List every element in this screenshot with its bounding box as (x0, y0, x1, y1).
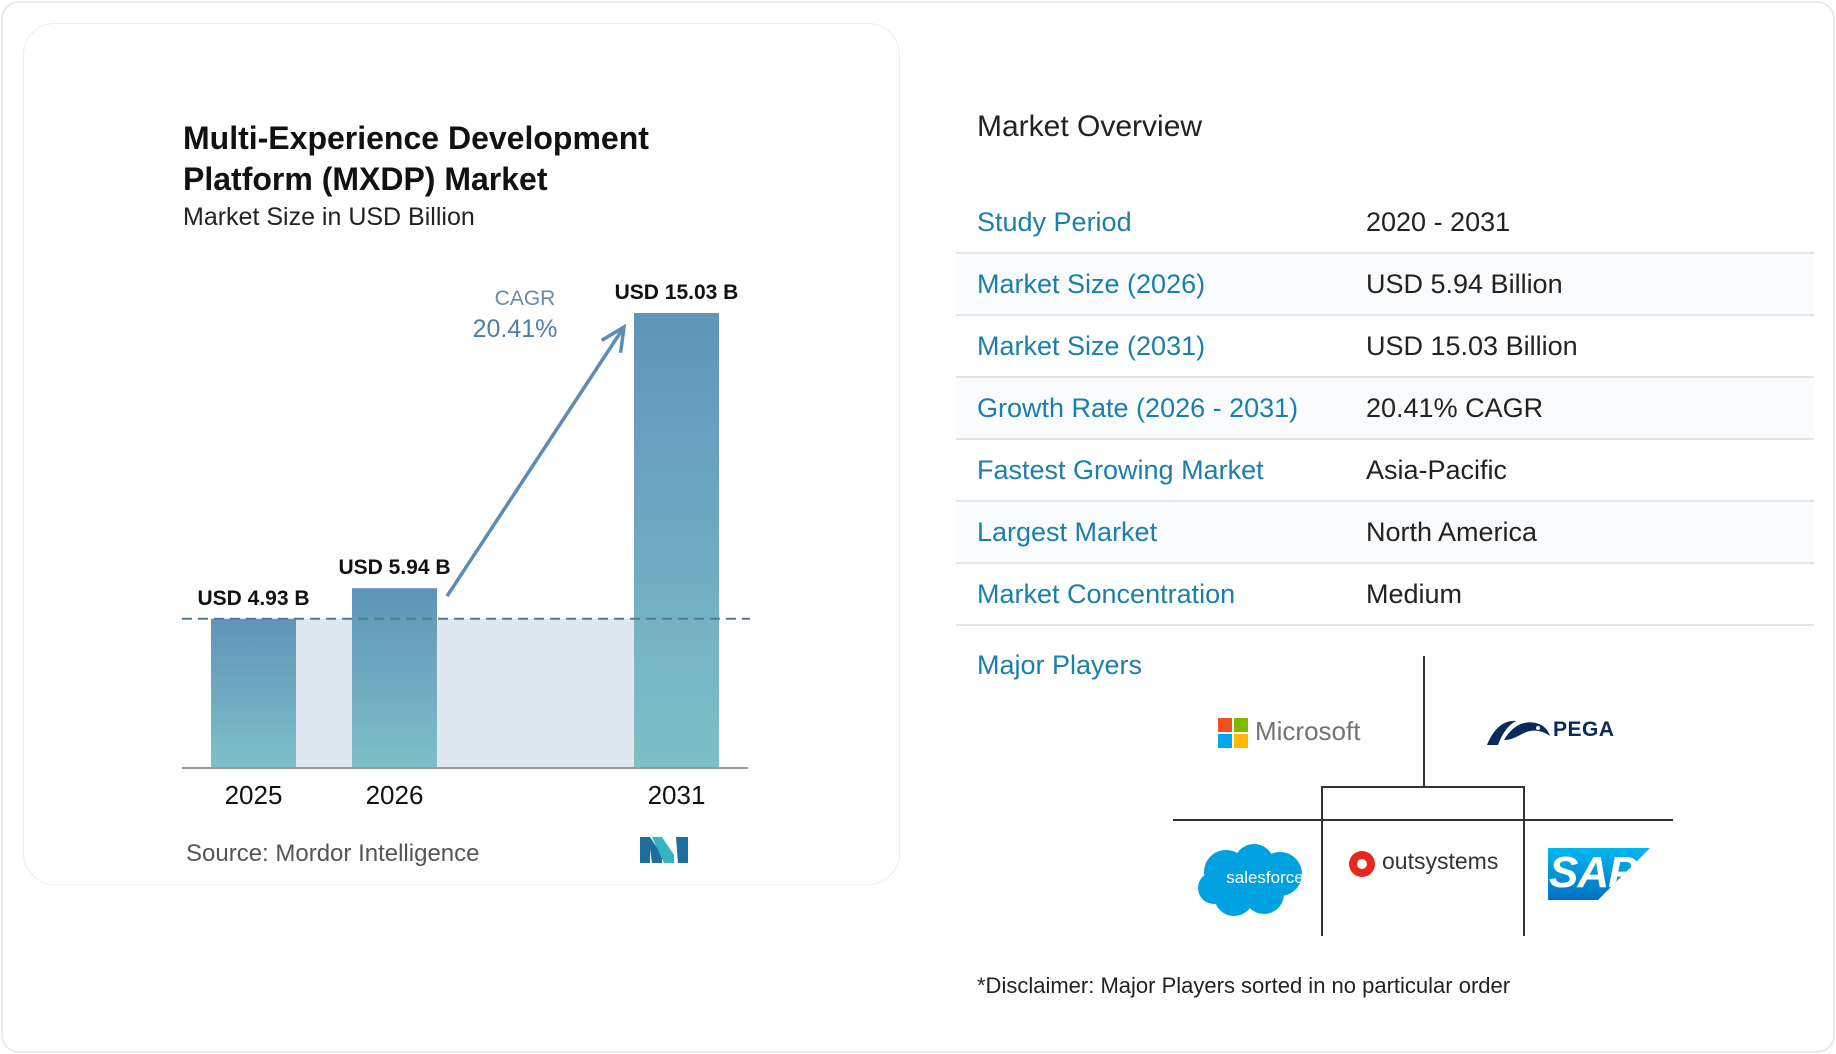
cagr-arrow (445, 326, 626, 598)
overview-label: Growth Rate (2026 - 2031) (977, 393, 1299, 423)
major-players-label: Major Players (977, 650, 1143, 680)
overview-row: Fastest Growing Market Asia-Pacific (956, 440, 1814, 502)
overview-value: 20.41% CAGR (1366, 393, 1544, 423)
grid-divider (1321, 786, 1323, 936)
overview-label: Market Concentration (977, 579, 1236, 609)
mordor-logo-icon (640, 837, 688, 863)
overview-value: 2020 - 2031 (1366, 207, 1511, 237)
overview-row: Market Size (2031) USD 15.03 Billion (956, 316, 1814, 378)
player-microsoft: Microsoft (1255, 716, 1361, 746)
overview-value: Asia-Pacific (1366, 455, 1508, 485)
overview-row: Market Concentration Medium (956, 564, 1814, 626)
microsoft-logo-icon (1218, 718, 1248, 748)
bar-chart: 2025 2026 2031 USD 4.93 B USD 5.94 B USD 15.0… (182, 281, 750, 810)
sap-logo-icon (1548, 848, 1650, 900)
bar-2025 (211, 618, 296, 768)
overview-label: Market Size (2031) (977, 331, 1206, 361)
overview-value: Medium (1366, 579, 1463, 609)
grid-divider (1423, 656, 1425, 786)
overview-value: North America (1366, 517, 1538, 547)
pega-logo-icon (1487, 720, 1550, 745)
data-label: USD 15.03 B (615, 281, 739, 304)
player-salesforce: salesforce (1226, 868, 1304, 887)
player-pega: PEGA (1553, 718, 1615, 741)
salesforce-logo-icon (1198, 844, 1302, 916)
chart-source: Source: Mordor Intelligence (186, 840, 480, 867)
chart-title: Multi-Experience Development Platform (M… (183, 120, 649, 197)
overview-row: Growth Rate (2026 - 2031) 20.41% CAGR (956, 378, 1814, 440)
overview-value: USD 15.03 Billion (1366, 331, 1578, 361)
overview-row: Largest Market North America (956, 502, 1814, 564)
grid-divider (1523, 786, 1525, 936)
cagr-label: CAGR (495, 287, 556, 310)
chart-subtitle: Market Size in USD Billion (183, 203, 475, 231)
overview-title: Market Overview (977, 110, 1203, 143)
overview-label: Largest Market (977, 517, 1158, 547)
grid-divider (1321, 786, 1525, 788)
overview-value: USD 5.94 Billion (1366, 269, 1563, 299)
data-label: USD 4.93 B (197, 587, 309, 610)
bar-2026 (352, 588, 437, 768)
overview-label: Market Size (2026) (977, 269, 1206, 299)
player-outsystems: outsystems (1382, 848, 1499, 874)
x-tick-label: 2031 (648, 780, 706, 810)
overview-row: Study Period 2020 - 2031 (956, 192, 1814, 254)
disclaimer: *Disclaimer: Major Players sorted in no … (977, 973, 1511, 998)
data-label: USD 5.94 B (338, 556, 450, 579)
outsystems-logo-icon (1349, 851, 1375, 877)
overview-label: Study Period (977, 207, 1132, 237)
overview-table: Study Period 2020 - 2031 Market Size (20… (956, 192, 1814, 626)
x-tick-label: 2025 (225, 780, 283, 810)
player-sap: SAP (1549, 848, 1637, 897)
overview-label: Fastest Growing Market (977, 455, 1264, 485)
overview-row: Market Size (2026) USD 5.94 Billion (956, 254, 1814, 316)
x-tick-label: 2026 (366, 780, 424, 810)
cagr-arrowhead (600, 323, 627, 354)
grid-divider (1173, 819, 1673, 821)
cagr-value: 20.41% (473, 315, 558, 343)
bar-2031 (634, 313, 719, 768)
